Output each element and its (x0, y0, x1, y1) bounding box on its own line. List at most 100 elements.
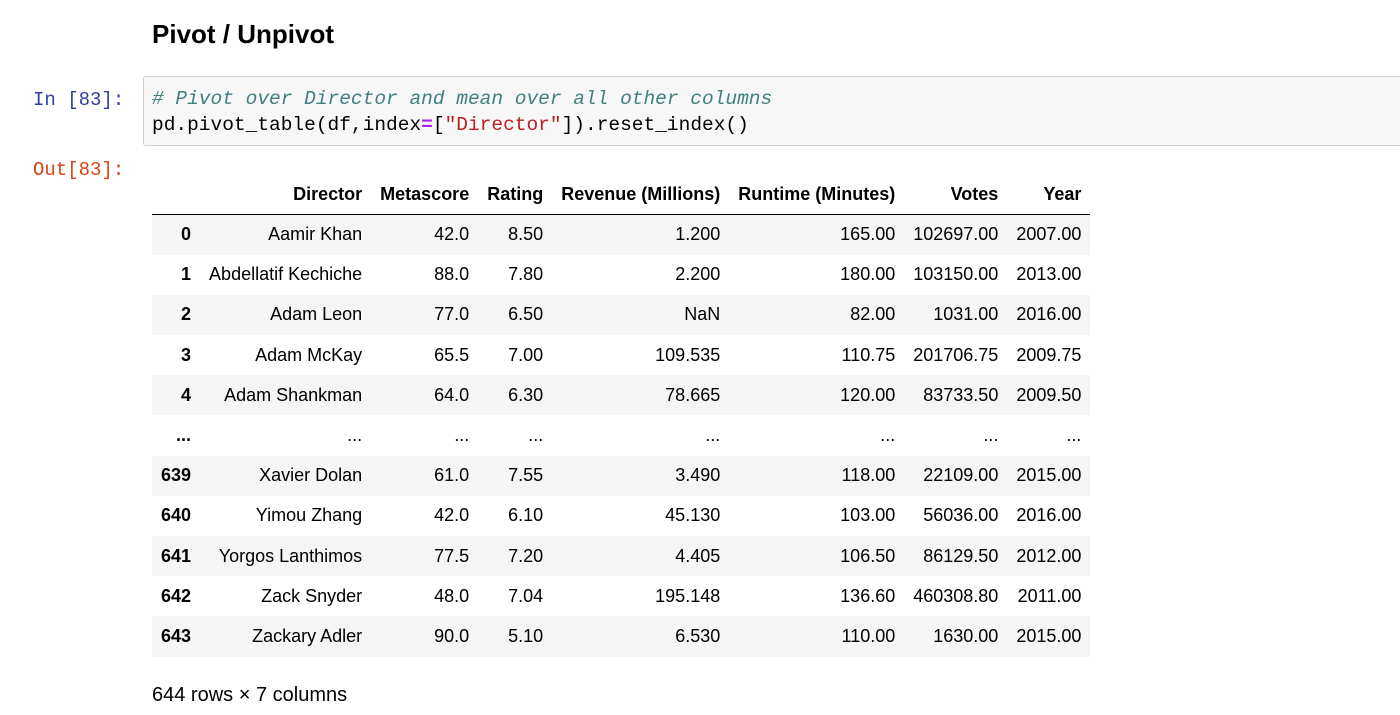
table-row: 1 Abdellatif Kechiche 88.0 7.80 2.200 180.00 1… (152, 255, 1090, 295)
table-cell: ... (528, 425, 544, 446)
table-cell: 77.0 (434, 304, 470, 325)
table-row: 641 Yorgos Lanthimos 77.5 7.20 4.405 106.50 86… (152, 536, 1091, 577)
table-cell: 56036.00 (923, 505, 999, 526)
table-cell: 6.30 (508, 384, 544, 405)
table-cell: Adam McKay (255, 344, 363, 365)
table-cell: Zackary Adler (252, 625, 363, 646)
table-cell: 86129.50 (923, 545, 999, 566)
table-cell: 201706.75 (913, 344, 999, 365)
column-header: Year (1007, 175, 1091, 215)
table-cell: 136.60 (840, 585, 896, 606)
table-cell: 109.535 (655, 344, 721, 365)
table-cell: 103.00 (840, 505, 896, 526)
table-cell: 195.148 (655, 585, 721, 606)
output-area: Director Metascore Rating Revenue (Millions… (152, 175, 1091, 657)
row-index: 641 (161, 545, 192, 566)
table-row: 2 Adam Leon 77.0 6.50 NaN 82.00 1031.00 2016.00 (152, 294, 1091, 336)
table-cell: 78.665 (665, 384, 721, 405)
table-cell: 7.80 (508, 264, 544, 285)
table-cell: 7.55 (508, 465, 544, 486)
table-cell: 83733.50 (923, 384, 999, 405)
table-cell: ... (1066, 425, 1082, 446)
table-cell: Xavier Dolan (259, 465, 363, 486)
row-index: 3 (181, 344, 192, 365)
table-cell: 7.00 (508, 344, 544, 365)
table-cell: ... (983, 425, 999, 446)
table-cell: 103150.00 (913, 264, 999, 285)
code-token: [ (432, 114, 445, 136)
table-cell: 2009.75 (1016, 344, 1082, 365)
table-cell: NaN (684, 304, 721, 325)
table-cell: 6.530 (675, 625, 721, 646)
table-cell: 2009.50 (1016, 384, 1082, 405)
table-cell: 460308.80 (913, 585, 999, 606)
code-token: ]).reset_index() (561, 114, 749, 136)
table-cell: 2015.00 (1016, 465, 1082, 486)
table-row: 640 Yimou Zhang 42.0 6.10 45.130 103.00 56036.… (152, 496, 1090, 536)
table-cell: 180.00 (840, 264, 896, 285)
table-cell: 82.00 (850, 304, 896, 325)
table-cell: 64.0 (434, 384, 470, 405)
column-header-index (152, 175, 201, 215)
table-cell: 48.0 (434, 585, 470, 606)
output-prompt: Out[83]: (33, 159, 125, 181)
table-row: 642 Zack Snyder 48.0 7.04 195.148 136.60 46030… (152, 576, 1090, 616)
table-row: 3 Adam McKay 65.5 7.00 109.535 110.75 201706.7… (152, 335, 1090, 375)
table-cell: 65.5 (434, 344, 470, 365)
code-string: "Director" (444, 114, 562, 136)
table-cell: ... (347, 425, 363, 446)
table-cell: Adam Shankman (224, 384, 363, 405)
table-cell: 88.0 (434, 264, 470, 285)
table-cell: 77.5 (434, 545, 470, 566)
table-cell: Yimou Zhang (255, 505, 363, 526)
table-cell: 110.00 (841, 625, 896, 646)
row-index: 1 (181, 264, 192, 285)
table-cell: 2011.00 (1017, 585, 1082, 606)
table-row: 643 Zackary Adler 90.0 5.10 6.530 110.00 1630.… (152, 616, 1091, 657)
table-cell: 2007.00 (1016, 224, 1082, 245)
column-header: Rating (478, 175, 553, 215)
table-row: ........................ (152, 415, 1090, 455)
table-cell: 42.0 (434, 505, 470, 526)
table-cell: Abdellatif Kechiche (209, 264, 363, 285)
table-cell: 45.130 (665, 505, 721, 526)
dataframe-table: Director Metascore Rating Revenue (Millions… (152, 175, 1091, 657)
table-cell: 118.00 (841, 465, 896, 486)
table-cell: 3.490 (675, 465, 721, 486)
table-cell: 5.10 (508, 625, 544, 646)
table-cell: 2016.00 (1016, 304, 1082, 325)
table-cell: 4.405 (675, 545, 721, 566)
table-cell: Aamir Khan (268, 224, 363, 245)
row-index: 639 (161, 465, 192, 486)
table-cell: 2015.00 (1016, 625, 1082, 646)
section-heading: Pivot / Unpivot (152, 19, 334, 49)
table-cell: 90.0 (434, 625, 470, 646)
header-row: Director Metascore Rating Revenue (Millions… (152, 175, 1091, 215)
table-cell: 102697.00 (913, 224, 999, 245)
column-header: Director (200, 175, 372, 215)
table-cell: 7.04 (508, 585, 544, 606)
table-cell: 2013.00 (1016, 264, 1082, 285)
table-cell: 61.0 (434, 465, 470, 486)
row-index: 642 (161, 585, 192, 606)
table-body: 0 Aamir Khan 42.0 8.50 1.200 165.00 102697.00 2… (152, 214, 1091, 657)
code-comment: # Pivot over Director and mean over all … (152, 88, 773, 110)
table-cell: Yorgos Lanthimos (218, 545, 363, 566)
table-cell: 165.00 (840, 224, 896, 245)
table-cell: 2012.00 (1016, 545, 1082, 566)
dataframe-shape: 644 rows × 7 columns (152, 684, 348, 706)
row-index: ... (176, 425, 192, 446)
table-cell: 6.10 (508, 505, 544, 526)
code-cell[interactable]: # Pivot over Director and mean over all … (143, 76, 1400, 146)
table-cell: 1031.00 (933, 304, 999, 325)
table-cell: 8.50 (508, 224, 544, 245)
row-index: 4 (181, 384, 192, 405)
table-cell: ... (454, 425, 470, 446)
table-cell: 120.00 (840, 384, 896, 405)
row-index: 2 (181, 304, 192, 325)
table-cell: 1630.00 (933, 625, 999, 646)
table-cell: 2.200 (675, 264, 721, 285)
code-operator: = (421, 114, 433, 136)
table-cell: 110.75 (841, 344, 896, 365)
column-header: Metascore (371, 175, 479, 215)
